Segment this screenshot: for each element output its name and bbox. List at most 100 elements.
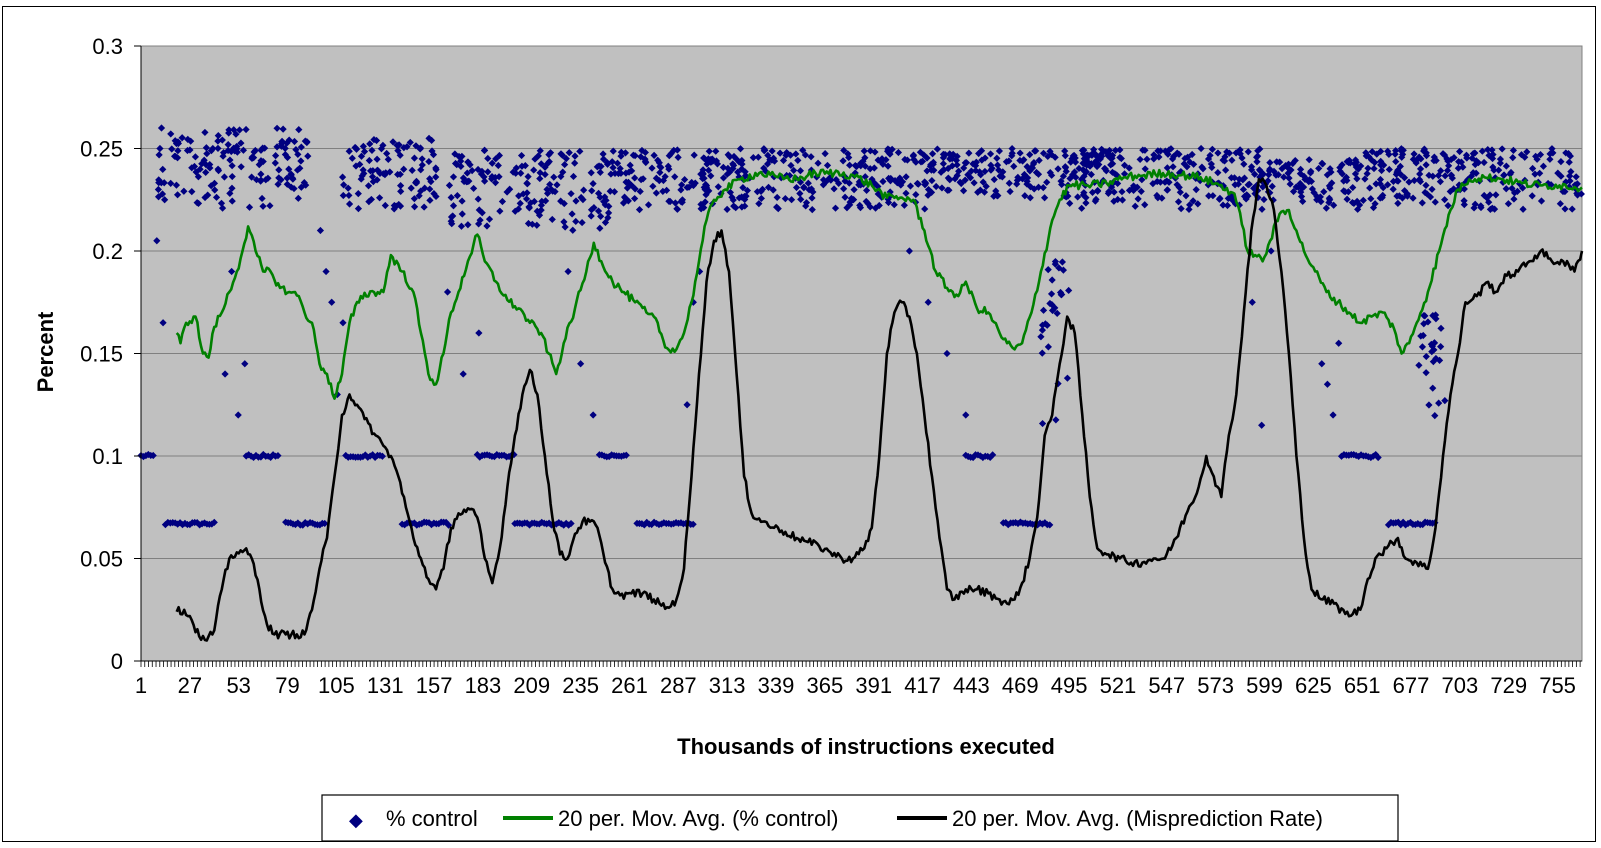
data-point (1567, 168, 1575, 176)
data-point (553, 181, 561, 189)
data-point (986, 150, 995, 158)
data-point (738, 165, 746, 173)
data-point (933, 145, 941, 153)
data-point (1078, 146, 1087, 155)
data-point (884, 162, 892, 170)
data-point (1066, 174, 1074, 183)
data-point (864, 199, 872, 208)
moving-average-misprediction-line (175, 177, 1584, 642)
x-tick-label: 547 (1148, 673, 1185, 698)
x-tick-label: 495 (1051, 673, 1088, 698)
data-point (999, 168, 1007, 176)
data-point (626, 161, 634, 169)
data-point (1209, 192, 1217, 200)
data-point (345, 191, 353, 200)
data-point (207, 182, 215, 190)
data-point (707, 172, 715, 180)
data-point (850, 186, 858, 194)
data-point (1507, 168, 1515, 177)
data-point (749, 154, 757, 162)
data-point (1430, 339, 1439, 347)
data-point (410, 519, 418, 527)
data-point (1409, 155, 1417, 163)
data-point (464, 221, 472, 229)
data-point (230, 144, 238, 152)
data-point (787, 196, 796, 204)
data-point (1496, 155, 1505, 163)
data-point (1141, 201, 1149, 209)
data-point (523, 179, 531, 187)
data-point (557, 520, 565, 528)
data-point (1380, 161, 1388, 169)
data-point (157, 124, 166, 132)
data-point (944, 164, 952, 173)
data-point (1150, 155, 1158, 163)
data-point (278, 140, 286, 148)
data-point (1280, 173, 1288, 181)
data-point (1091, 150, 1100, 158)
data-point (358, 172, 366, 180)
data-point (631, 174, 639, 182)
data-point (1502, 185, 1510, 193)
data-point (257, 177, 265, 185)
data-point (1128, 185, 1136, 193)
data-point (1428, 185, 1436, 193)
data-point (517, 169, 525, 177)
data-point (297, 157, 305, 165)
data-point (457, 222, 466, 230)
data-point (297, 183, 305, 191)
data-point (1085, 152, 1093, 160)
data-point (180, 187, 188, 195)
data-point (1477, 202, 1485, 210)
data-point (900, 201, 908, 209)
data-point (673, 205, 682, 213)
data-point (1062, 167, 1070, 175)
data-point (1491, 174, 1499, 182)
data-point (1509, 146, 1518, 154)
data-point (1079, 166, 1087, 174)
data-point (283, 174, 291, 182)
data-point (1369, 452, 1377, 460)
data-point (594, 207, 603, 215)
data-point (359, 166, 367, 174)
data-point (418, 161, 426, 169)
data-point (1441, 397, 1449, 405)
data-point (425, 519, 433, 527)
data-point (543, 189, 552, 197)
x-tick-label: 521 (1100, 673, 1137, 698)
data-point (301, 137, 309, 145)
data-point (432, 192, 440, 201)
data-point (373, 176, 381, 184)
data-point (498, 197, 507, 206)
data-point (512, 164, 520, 172)
data-point (1415, 153, 1423, 161)
data-point (1170, 152, 1178, 160)
data-point (993, 161, 1002, 169)
data-point (989, 451, 997, 459)
data-point (593, 163, 601, 171)
data-point (518, 162, 526, 170)
x-tick-label: 79 (275, 673, 299, 698)
data-point (537, 206, 545, 214)
data-point (374, 167, 382, 175)
data-point (901, 155, 909, 164)
data-point (1175, 150, 1183, 158)
data-point (250, 154, 258, 162)
data-point (1104, 152, 1112, 160)
data-point (383, 149, 391, 158)
data-point (211, 186, 219, 194)
data-point (972, 166, 980, 175)
data-point (530, 197, 538, 206)
data-point (494, 161, 502, 170)
data-point (495, 173, 503, 181)
data-point (787, 161, 795, 170)
data-point (1002, 518, 1010, 527)
data-point (699, 169, 707, 177)
data-point (1326, 184, 1334, 192)
data-point (1034, 183, 1043, 191)
data-point (1498, 145, 1506, 153)
data-point (1566, 177, 1574, 185)
data-point (1061, 152, 1069, 160)
data-point (1536, 150, 1545, 159)
data-point (712, 147, 720, 155)
